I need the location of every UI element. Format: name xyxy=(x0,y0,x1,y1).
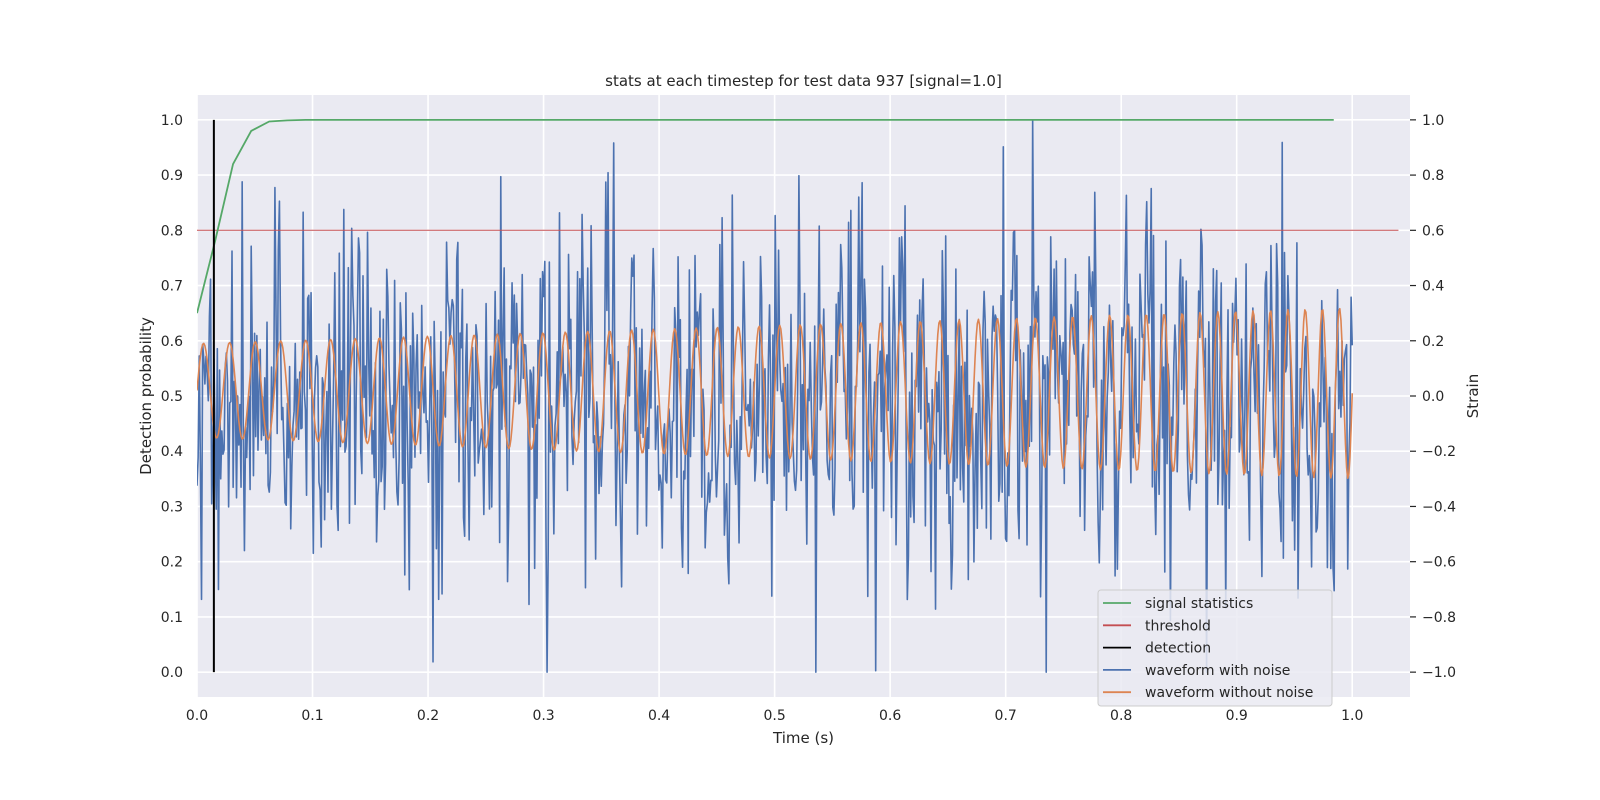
legend-entry: detection xyxy=(1145,641,1211,657)
legend-entry: waveform without noise xyxy=(1145,685,1313,701)
legend-box xyxy=(1097,589,1333,707)
x-tick-label: 1.0 xyxy=(1341,708,1363,724)
x-tick-label: 0.3 xyxy=(532,708,554,724)
y-left-tick-label: 0.2 xyxy=(161,555,183,571)
y-left-tick-label: 0.3 xyxy=(161,499,183,515)
y-left-tick-label: 0.6 xyxy=(161,334,183,350)
y-right-tick-label: −1.0 xyxy=(1422,665,1456,681)
y-axis-left-label: Detection probability xyxy=(137,317,155,475)
chart-title: stats at each timestep for test data 937… xyxy=(605,72,1002,90)
y-right-tick-label: 1.0 xyxy=(1422,113,1444,129)
legend: signal statistics threshold detection wavef… xyxy=(1097,589,1333,707)
x-tick-label: 0.1 xyxy=(301,708,323,724)
y-left-tick-label: 0.0 xyxy=(161,665,183,681)
legend-entry: waveform with noise xyxy=(1145,663,1290,679)
y-right-tick-label: −0.2 xyxy=(1422,444,1456,460)
y-right-tick-label: −0.6 xyxy=(1422,555,1456,571)
y-right-tick-label: −0.8 xyxy=(1422,610,1456,626)
legend-entry: threshold xyxy=(1145,618,1211,634)
series-waveform-without-noise xyxy=(197,307,1354,480)
x-tick-label: 0.0 xyxy=(186,708,208,724)
y-right-tick-label: 0.0 xyxy=(1422,389,1444,405)
y-left-tick-label: 0.7 xyxy=(161,279,183,295)
y-right-tick-label: 0.6 xyxy=(1422,223,1444,239)
x-tick-label: 0.4 xyxy=(648,708,670,724)
y-left-tick-label: 0.9 xyxy=(161,168,183,184)
x-tick-label: 0.7 xyxy=(995,708,1017,724)
series-layer xyxy=(197,118,1399,673)
legend-entry: signal statistics xyxy=(1145,596,1253,612)
x-tick-label: 0.5 xyxy=(763,708,785,724)
y-axis-left: 0.0 0.1 0.2 0.3 0.4 0.5 0.6 0.7 0.8 0.9 1.0 xyxy=(161,113,183,681)
x-axis: 0.0 0.1 0.2 0.3 0.4 0.5 0.6 0.7 0.8 0.9 1.0 xyxy=(186,708,1364,724)
y-left-tick-label: 0.8 xyxy=(161,223,183,239)
x-tick-label: 0.8 xyxy=(1110,708,1132,724)
y-left-tick-label: 0.5 xyxy=(161,389,183,405)
y-right-tick-label: 0.4 xyxy=(1422,279,1444,295)
y-left-tick-label: 0.1 xyxy=(161,610,183,626)
series-waveform-with-noise xyxy=(197,119,1354,673)
x-tick-label: 0.6 xyxy=(879,708,901,724)
y-right-tick-label: 0.2 xyxy=(1422,334,1444,350)
x-tick-label: 0.9 xyxy=(1226,708,1248,724)
x-axis-label: Time (s) xyxy=(772,729,834,747)
y-axis-right: −1.0 −0.8 −0.6 −0.4 −0.2 0.0 0.2 0.4 0.6 0.8 1.0 xyxy=(1410,113,1456,681)
y-left-tick-label: 0.4 xyxy=(161,444,183,460)
y-left-tick-label: 1.0 xyxy=(161,113,183,129)
y-right-tick-label: 0.8 xyxy=(1422,168,1444,184)
y-axis-right-label: Strain xyxy=(1464,374,1482,418)
x-tick-label: 0.2 xyxy=(417,708,439,724)
series-signal-statistics xyxy=(197,118,1334,314)
y-right-tick-label: −0.4 xyxy=(1422,499,1456,515)
